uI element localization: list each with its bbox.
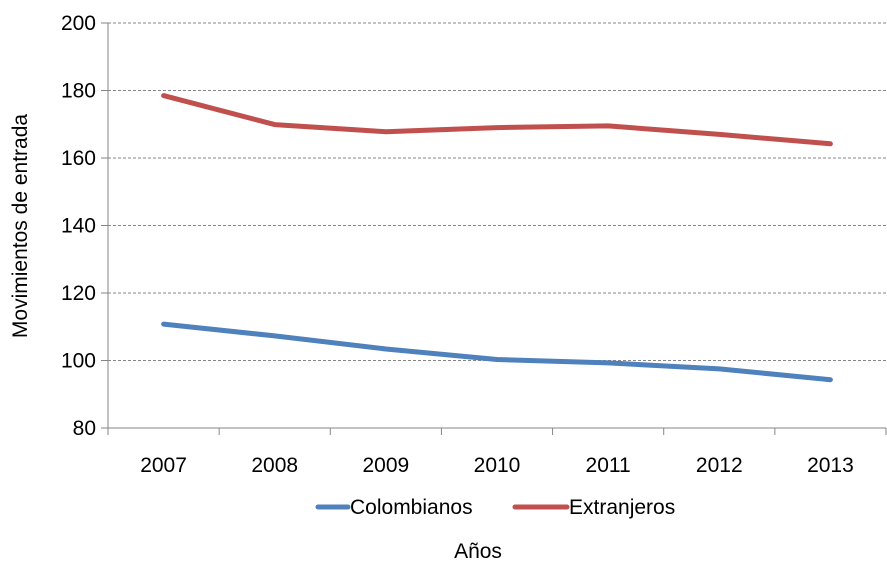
y-tick-label: 160 (61, 147, 96, 170)
x-tick-label: 2010 (474, 454, 521, 477)
x-tick-label: 2008 (251, 454, 298, 477)
x-axis-title: Años (454, 540, 502, 562)
x-tick-label: 2009 (362, 454, 409, 477)
legend: Colombianos Extranjeros (315, 496, 675, 519)
legend-label: Extranjeros (569, 496, 675, 519)
x-tick-label: 2012 (696, 454, 743, 477)
axis-layer: 80 100 120 140 160 180 200 2007 2008 2009 2010 2011… (61, 12, 887, 477)
y-tick-label: 120 (61, 282, 96, 305)
x-tick-label: 2011 (586, 454, 631, 477)
x-tick-label: 2013 (807, 454, 854, 477)
series-layer (161, 93, 833, 383)
y-axis-title: Movimientos de entrada (9, 114, 32, 338)
legend-label: Colombianos (350, 496, 473, 519)
series-line-extranjeros (161, 93, 833, 147)
y-tick-label: 140 (61, 215, 96, 238)
y-tick-label: 200 (61, 12, 96, 35)
y-tick-label: 180 (61, 80, 96, 103)
grid-layer (108, 22, 886, 361)
x-tick-label: 2007 (140, 454, 187, 477)
y-tick-label: 80 (73, 417, 96, 440)
series-line-colombianos (161, 321, 833, 383)
y-tick-label: 100 (61, 350, 96, 373)
